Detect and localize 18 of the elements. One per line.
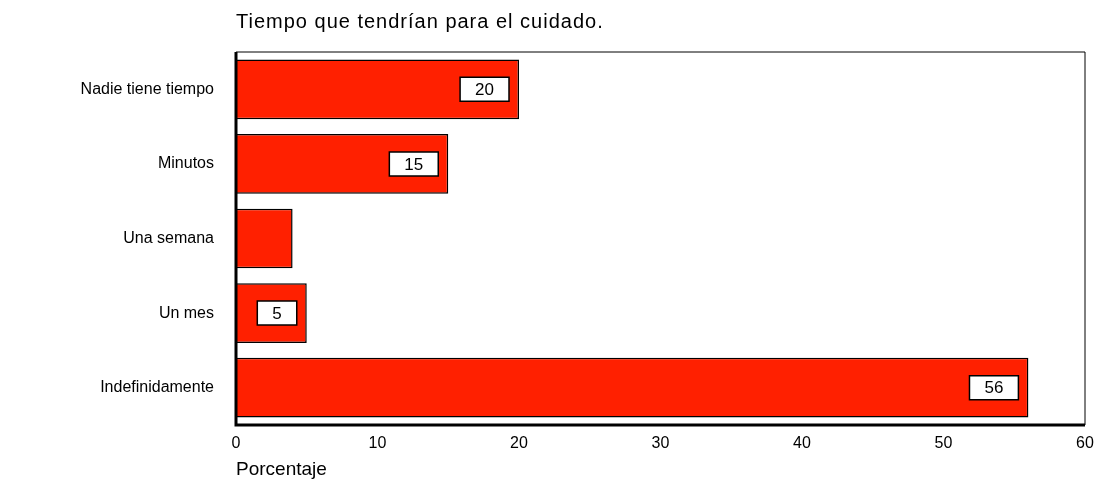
chart-title: Tiempo que tendrían para el cuidado.: [236, 10, 604, 33]
y-tick-label: Nadie tiene tiempo: [80, 79, 215, 97]
x-tick-label: 0: [231, 434, 241, 452]
y-tick-label: Una semana: [123, 228, 215, 246]
x-tick-label: 60: [1076, 434, 1094, 452]
x-tick-label: 10: [368, 434, 387, 452]
data-label: 15: [404, 154, 424, 174]
y-tick-label: Minutos: [157, 154, 214, 172]
data-label: 5: [272, 303, 282, 323]
y-tick-label: Indefinidamente: [100, 378, 215, 396]
y-tick-label: Un mes: [158, 303, 214, 321]
data-label: 20: [475, 79, 495, 99]
x-tick-label: 40: [793, 434, 811, 452]
x-tick-label: 20: [510, 434, 528, 452]
x-axis-title: Porcentaje: [236, 458, 327, 480]
x-tick-label: 50: [934, 434, 953, 452]
x-tick-label: 30: [651, 434, 670, 452]
data-label: 56: [984, 378, 1004, 398]
